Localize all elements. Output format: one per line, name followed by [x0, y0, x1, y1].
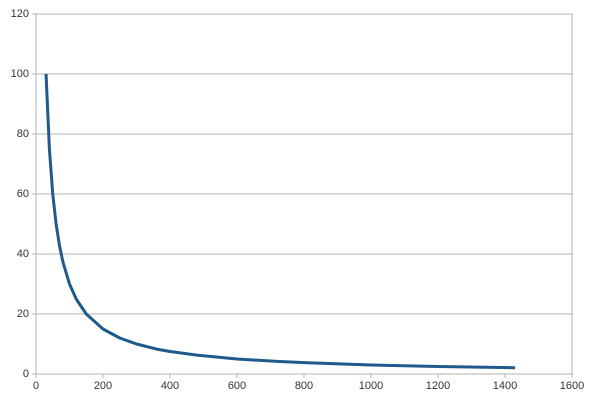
y-tick-label: 0	[23, 368, 29, 380]
plot-border	[35, 13, 573, 375]
data-line	[44, 73, 516, 370]
x-tick-label: 0	[33, 380, 39, 392]
y-tick-label: 20	[17, 308, 29, 320]
x-tick-label: 200	[94, 380, 112, 392]
y-tick-label: 60	[17, 188, 29, 200]
x-tick-label: 1600	[560, 380, 584, 392]
x-tick-label: 400	[161, 380, 179, 392]
x-tick-label: 800	[295, 380, 313, 392]
x-tick-label: 1400	[493, 380, 517, 392]
x-tick-label: 1000	[359, 380, 383, 392]
y-tick-label: 120	[11, 8, 29, 20]
x-tick-label: 1200	[426, 380, 450, 392]
y-tick-label: 40	[17, 248, 29, 260]
x-tick-label: 600	[228, 380, 246, 392]
y-tick-label: 100	[11, 68, 29, 80]
y-tick-label: 80	[17, 128, 29, 140]
